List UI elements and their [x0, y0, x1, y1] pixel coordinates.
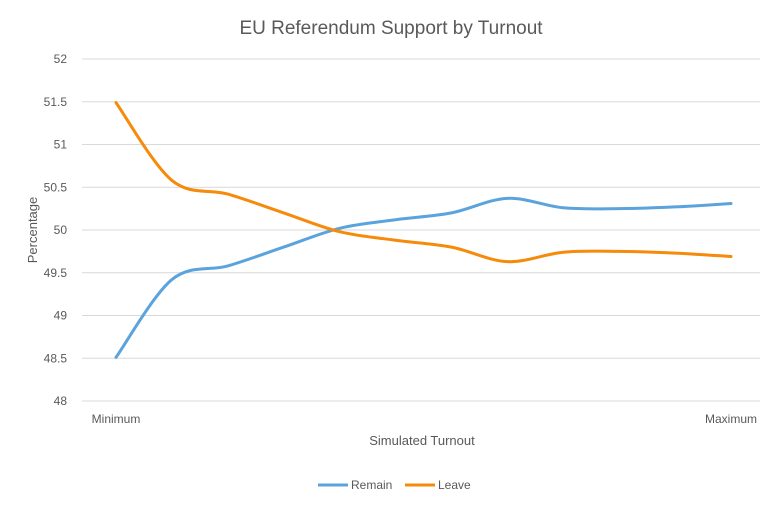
y-tick-label: 49.5 [44, 266, 68, 280]
grid-lines [82, 58, 760, 402]
y-tick-label: 50.5 [44, 180, 68, 194]
x-tick-label: Maximum [705, 412, 757, 426]
legend: Remain Leave [318, 478, 471, 492]
x-tick-label: Minimum [92, 412, 141, 426]
series-line-remain [114, 196, 733, 359]
y-tick-label: 50 [54, 223, 68, 237]
y-axis-label: Percentage [25, 197, 40, 264]
series-line-leave [114, 101, 733, 264]
y-tick-label: 49 [54, 309, 68, 323]
x-axis-label: Simulated Turnout [369, 433, 475, 448]
y-tick-label: 51 [54, 138, 68, 152]
y-tick-label: 48 [54, 394, 68, 408]
legend-label-leave: Leave [438, 478, 471, 492]
y-tick-label: 51.5 [44, 95, 68, 109]
legend-label-remain: Remain [351, 478, 392, 492]
y-tick-label: 48.5 [44, 351, 68, 365]
series-lines [114, 101, 733, 359]
chart-title: EU Referendum Support by Turnout [239, 18, 543, 39]
y-tick-label: 52 [54, 52, 68, 66]
y-axis-ticks: 48 48.5 49 49.5 50 50.5 51 51.5 52 [44, 52, 68, 408]
x-axis-ticks: Minimum Maximum [92, 412, 757, 426]
